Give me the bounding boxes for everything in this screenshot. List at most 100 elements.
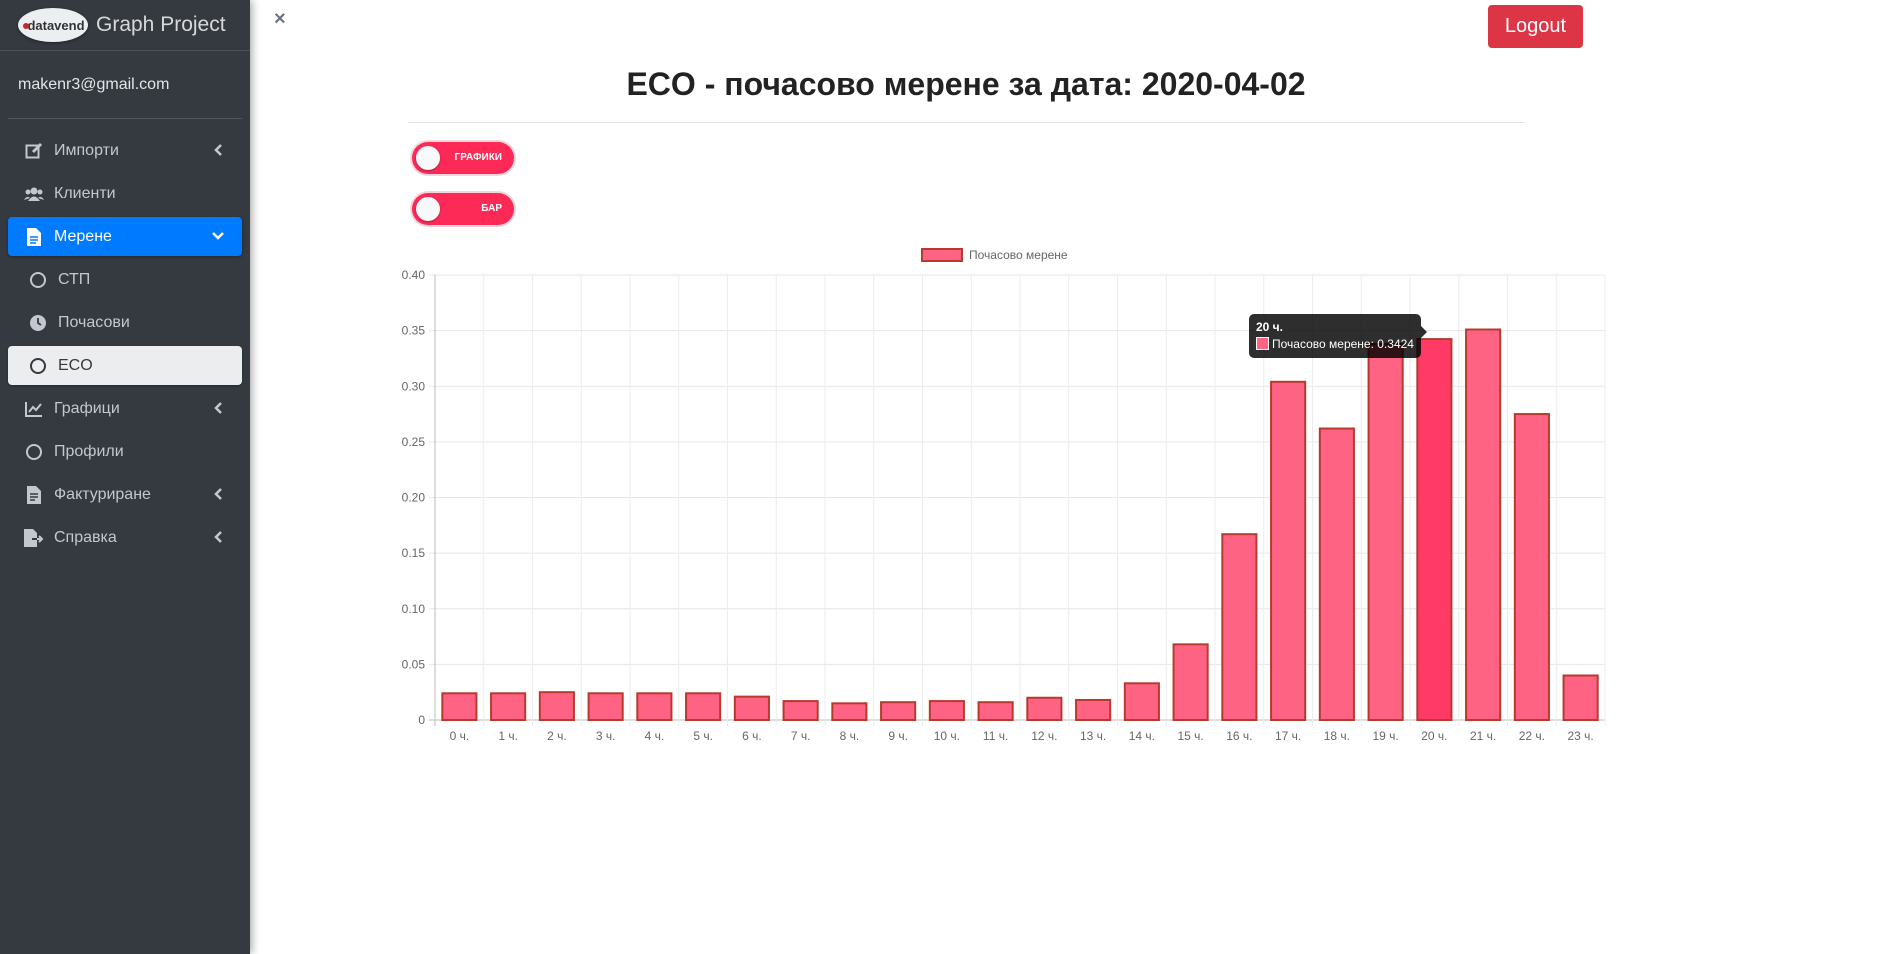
bar-22 xyxy=(1513,413,1550,721)
bar-21 xyxy=(1465,328,1502,721)
sidebar-item-profiles[interactable]: Профили xyxy=(8,432,242,471)
tooltip-swatch xyxy=(1256,337,1269,350)
chevron-left-icon xyxy=(210,400,226,416)
sidebar-item-label: Почасови xyxy=(58,313,130,331)
edit-icon xyxy=(24,141,44,161)
bar-5 xyxy=(685,692,722,721)
y-tick-label: 0.10 xyxy=(402,602,426,616)
sidebar-item-reports[interactable]: Справка xyxy=(8,518,242,557)
bar-2 xyxy=(538,691,575,721)
users-icon xyxy=(24,184,44,204)
x-tick-label: 3 ч. xyxy=(596,729,616,743)
sidebar-item-label: СТП xyxy=(58,270,91,288)
bar-6 xyxy=(733,695,770,722)
y-tick-label: 0.30 xyxy=(402,379,426,393)
x-tick-label: 8 ч. xyxy=(840,729,860,743)
sidebar-item-label: Фактуриране xyxy=(54,485,151,503)
x-tick-label: 4 ч. xyxy=(645,729,665,743)
bar-15 xyxy=(1172,643,1209,722)
toggle-knob[interactable] xyxy=(416,146,440,170)
file-export-icon xyxy=(24,528,44,548)
x-tick-label: 11 ч. xyxy=(983,729,1008,743)
charts-toggle-label: ГРАФИКИ xyxy=(454,152,502,163)
tooltip-caret xyxy=(1420,326,1427,338)
sidebar-item-hourly[interactable]: Почасови xyxy=(8,303,242,342)
bar-7 xyxy=(782,700,819,721)
y-tick-label: 0.20 xyxy=(402,491,426,505)
brand-logo: datavend xyxy=(18,8,88,42)
x-tick-label: 6 ч. xyxy=(742,729,762,743)
x-tick-label: 18 ч. xyxy=(1324,729,1350,743)
brand[interactable]: datavend Graph Project xyxy=(0,0,250,51)
y-tick-label: 0.25 xyxy=(402,435,426,449)
chevron-left-icon xyxy=(210,486,226,502)
bar-13 xyxy=(1075,698,1112,722)
bar-toggle-label: БАР xyxy=(481,203,502,214)
x-tick-label: 9 ч. xyxy=(888,729,908,743)
bar-toggle[interactable]: БАР xyxy=(412,193,514,225)
charts-toggle[interactable]: ГРАФИКИ xyxy=(412,142,514,174)
sidebar-item-imports[interactable]: Импорти xyxy=(8,131,242,170)
sidebar-item-label: ECO xyxy=(58,356,93,374)
x-tick-label: 16 ч. xyxy=(1226,729,1252,743)
x-tick-label: 23 ч. xyxy=(1567,729,1593,743)
tooltip-text: Почасово мерене: 0.3424 xyxy=(1272,337,1414,351)
logout-button[interactable]: Logout xyxy=(1488,5,1583,48)
bar-8 xyxy=(831,702,868,721)
bar-17 xyxy=(1270,380,1307,722)
sidebar-item-stp[interactable]: СТП xyxy=(8,260,242,299)
x-tick-label: 12 ч. xyxy=(1031,729,1057,743)
clock-icon xyxy=(28,313,48,333)
sidebar-item-invoicing[interactable]: Фактуриране xyxy=(8,475,242,514)
x-tick-label: 21 ч. xyxy=(1470,729,1496,743)
toggle-knob[interactable] xyxy=(416,197,440,221)
circle-icon xyxy=(28,356,48,376)
x-tick-label: 17 ч. xyxy=(1275,729,1301,743)
close-icon[interactable]: × xyxy=(274,8,286,30)
x-tick-label: 14 ч. xyxy=(1129,729,1155,743)
x-tick-label: 5 ч. xyxy=(693,729,713,743)
chevron-left-icon xyxy=(210,142,226,158)
bar-16 xyxy=(1221,533,1258,721)
bar-1 xyxy=(490,692,527,721)
bar-14 xyxy=(1123,682,1160,722)
brand-title: Graph Project xyxy=(96,13,226,36)
sidebar-item-measurement[interactable]: Мерене xyxy=(8,217,242,256)
brand-logo-text: datavend xyxy=(27,17,85,33)
chevron-left-icon xyxy=(210,529,226,545)
invoice-icon xyxy=(24,485,44,505)
circle-icon xyxy=(24,442,44,462)
bar-10 xyxy=(928,700,965,721)
x-tick-label: 19 ч. xyxy=(1372,729,1398,743)
hourly-bar-chart: Почасово мерене 0 0.05 0.10 0.15 0.20 0.25 0.30… xyxy=(380,240,1610,750)
tooltip-title: 20 ч. xyxy=(1256,320,1283,334)
file-icon xyxy=(24,227,44,247)
y-tick-label: 0 xyxy=(418,713,425,727)
legend-label[interactable]: Почасово мерене xyxy=(969,248,1068,262)
sidebar-item-label: Профили xyxy=(54,442,124,460)
title-divider xyxy=(408,122,1524,123)
sidebar-item-label: Клиенти xyxy=(54,184,116,202)
x-tick-label: 13 ч. xyxy=(1080,729,1106,743)
bar-4 xyxy=(636,692,673,721)
chart-tooltip: 20 ч. Почасово мерене: 0.3424 xyxy=(1249,314,1427,358)
bar-12 xyxy=(1026,696,1063,721)
bar-19 xyxy=(1367,342,1404,721)
page-title: ECO - почасово мерене за дата: 2020-04-0… xyxy=(626,66,1306,102)
user-email[interactable]: makenr3@gmail.com xyxy=(8,51,242,119)
x-tick-label: 1 ч. xyxy=(498,729,518,743)
y-tick-label: 0.15 xyxy=(402,546,426,560)
sidebar-item-label: Мерене xyxy=(54,227,112,245)
sidebar-item-eco[interactable]: ECO xyxy=(8,346,242,385)
sidebar-item-clients[interactable]: Клиенти xyxy=(8,174,242,213)
y-tick-label: 0.35 xyxy=(402,324,426,338)
bar-20 xyxy=(1416,338,1453,722)
sidebar-item-label: Импорти xyxy=(54,141,119,159)
bar-23 xyxy=(1562,674,1599,721)
sidebar-item-label: Графици xyxy=(54,399,120,417)
sidebar-item-schedules[interactable]: Графици xyxy=(8,389,242,428)
bar-9 xyxy=(880,701,917,722)
sidebar: datavend Graph Project makenr3@gmail.com… xyxy=(0,0,250,954)
x-tick-label: 0 ч. xyxy=(450,729,470,743)
legend-swatch[interactable] xyxy=(921,248,963,262)
